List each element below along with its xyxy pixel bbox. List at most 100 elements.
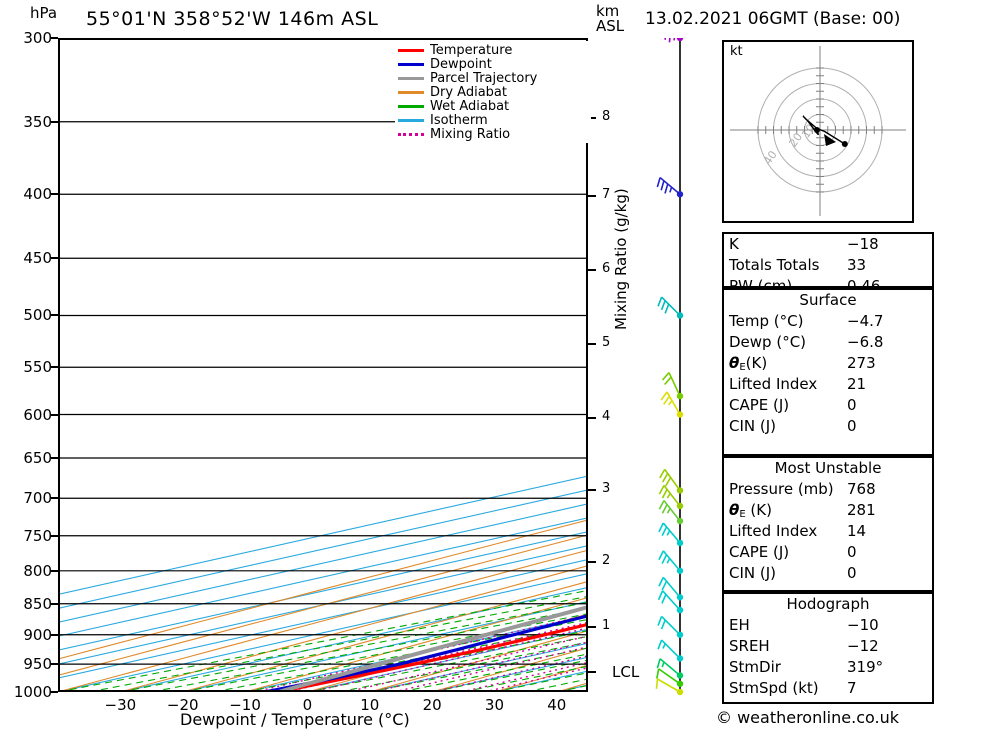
- barb-shaft: [659, 658, 681, 677]
- footer-credit: © weatheronline.co.uk: [716, 708, 899, 727]
- date-title: 13.02.2021 06GMT (Base: 00): [645, 9, 901, 29]
- info-row: CIN (J) 0: [724, 416, 932, 437]
- info-row-value: 0: [847, 417, 857, 435]
- isotherm-line: [58, 531, 588, 651]
- legend-swatch-icon: [398, 90, 424, 94]
- barb-half-flag: [668, 400, 673, 406]
- info-row-value: 273: [847, 354, 876, 372]
- pressure-tick-label: 400: [23, 185, 52, 204]
- dry-adiabat-line: [58, 534, 588, 676]
- barb-full-flag: [658, 550, 665, 561]
- height-tick-label: 6: [602, 261, 611, 276]
- hodograph-stats-title: Hodograph: [786, 595, 870, 613]
- wind-barb: [657, 639, 684, 662]
- info-row-key: StmSpd (kt): [729, 679, 819, 697]
- info-row-key: Pressure (mb): [729, 480, 834, 498]
- info-row-value: 0: [847, 396, 857, 414]
- barb-full-flag: [661, 526, 668, 537]
- isotherm-line: [58, 545, 588, 665]
- info-row-key: CAPE (J): [729, 396, 790, 414]
- height-tick-mark: [588, 269, 596, 271]
- page-title: 55°01'N 358°52'W 146m ASL: [86, 8, 379, 30]
- info-row-key: CIN (J): [729, 564, 777, 582]
- lcl-label: LCL: [612, 663, 640, 681]
- dry-adiabat-line: [244, 597, 588, 692]
- info-row: θE (K) 281: [724, 500, 932, 521]
- pressure-tick-mark: [51, 633, 58, 636]
- isotherm-line: [58, 475, 588, 596]
- isotherm-line: [58, 572, 588, 692]
- barb-half-flag: [673, 38, 676, 41]
- barb-shaft: [661, 639, 681, 659]
- barb-full-flag: [664, 183, 669, 194]
- barb-full-flag: [664, 376, 672, 386]
- info-row-value: 768: [847, 480, 876, 498]
- surface-title: Surface: [799, 291, 857, 309]
- trace-dewpoint: [263, 614, 588, 692]
- pressure-tick-mark: [51, 497, 58, 500]
- barb-full-flag: [656, 177, 661, 188]
- height-unit-line1: km: [596, 2, 620, 20]
- barb-full-flag: [657, 590, 664, 601]
- legend-item: Dewpoint: [398, 57, 588, 71]
- pressure-tick-label: 550: [23, 358, 52, 377]
- pressure-tick-label: 300: [23, 29, 52, 47]
- wind-barb: [659, 468, 684, 494]
- pressure-tick-label: 650: [23, 448, 52, 467]
- barb-shaft: [657, 678, 681, 693]
- temperature-tick-label: 30: [484, 696, 505, 714]
- barb-full-flag: [661, 594, 667, 604]
- temperature-tick-label: 40: [547, 696, 567, 714]
- pressure-tick-mark: [51, 120, 58, 123]
- barb-shaft: [666, 391, 681, 415]
- wind-barb: [657, 296, 684, 319]
- legend-item: Dry Adiabat: [398, 85, 588, 99]
- legend: Temperature Dewpoint Parcel Trajectory Dry …: [395, 41, 591, 143]
- barb-full-flag: [658, 577, 665, 587]
- height-tick-label: 1: [602, 618, 611, 633]
- info-row-key: Temp (°C): [729, 312, 804, 330]
- info-row-value: −6.8: [847, 333, 884, 351]
- barb-node: [676, 38, 684, 42]
- info-row: SREH −12: [724, 636, 932, 657]
- barb-shaft: [661, 615, 681, 636]
- info-row-value: 0: [847, 564, 857, 582]
- hodograph-panel: 10 20 40: [722, 40, 914, 223]
- height-tick-mark: [588, 343, 596, 345]
- height-tick-mark: [588, 561, 596, 563]
- indices-panel: K −18 Totals Totals 33 PW (cm) 0.46: [722, 232, 934, 295]
- info-row-value: 21: [847, 375, 867, 393]
- legend-item: Parcel Trajectory: [398, 71, 588, 85]
- isotherm-line: [58, 559, 588, 679]
- barb-full-flag: [659, 469, 666, 479]
- hodograph-trace: [802, 115, 846, 145]
- pressure-tick-mark: [51, 366, 58, 369]
- hodograph-endpoint: [841, 140, 848, 147]
- info-row: Lifted Index 14: [724, 521, 932, 542]
- trace-parcel-trajectory: [276, 604, 588, 692]
- most-unstable-panel: Most Unstable Pressure (mb) 768 θE (K) 281 Li…: [722, 456, 934, 592]
- barb-half-flag: [666, 508, 671, 514]
- info-row: CIN (J) 0: [724, 563, 932, 584]
- info-row-key: θE(K): [729, 354, 768, 373]
- pressure-tick-mark: [51, 663, 58, 666]
- wind-barb: [658, 576, 684, 601]
- height-tick-label: 2: [602, 553, 611, 568]
- info-row: Dewp (°C) −6.8: [724, 332, 932, 353]
- barb-shaft: [663, 500, 681, 522]
- info-row-value: 0: [847, 543, 857, 561]
- isotherm-line: [58, 503, 588, 623]
- info-row-key: Dewp (°C): [729, 333, 807, 351]
- legend-swatch-icon: [398, 118, 424, 122]
- pressure-tick-label: 800: [23, 561, 52, 580]
- barb-half-flag: [662, 643, 666, 649]
- barb-shaft: [659, 176, 681, 195]
- wind-barb: [660, 391, 684, 418]
- wind-barb-column: [655, 38, 684, 696]
- wind-barb: [657, 590, 684, 614]
- info-row-key: Lifted Index: [729, 375, 818, 393]
- info-row-value: −12: [847, 637, 879, 655]
- pressure-tick-label: 450: [23, 249, 52, 268]
- barb-full-flag: [663, 395, 671, 405]
- info-row-key: SREH: [729, 637, 770, 655]
